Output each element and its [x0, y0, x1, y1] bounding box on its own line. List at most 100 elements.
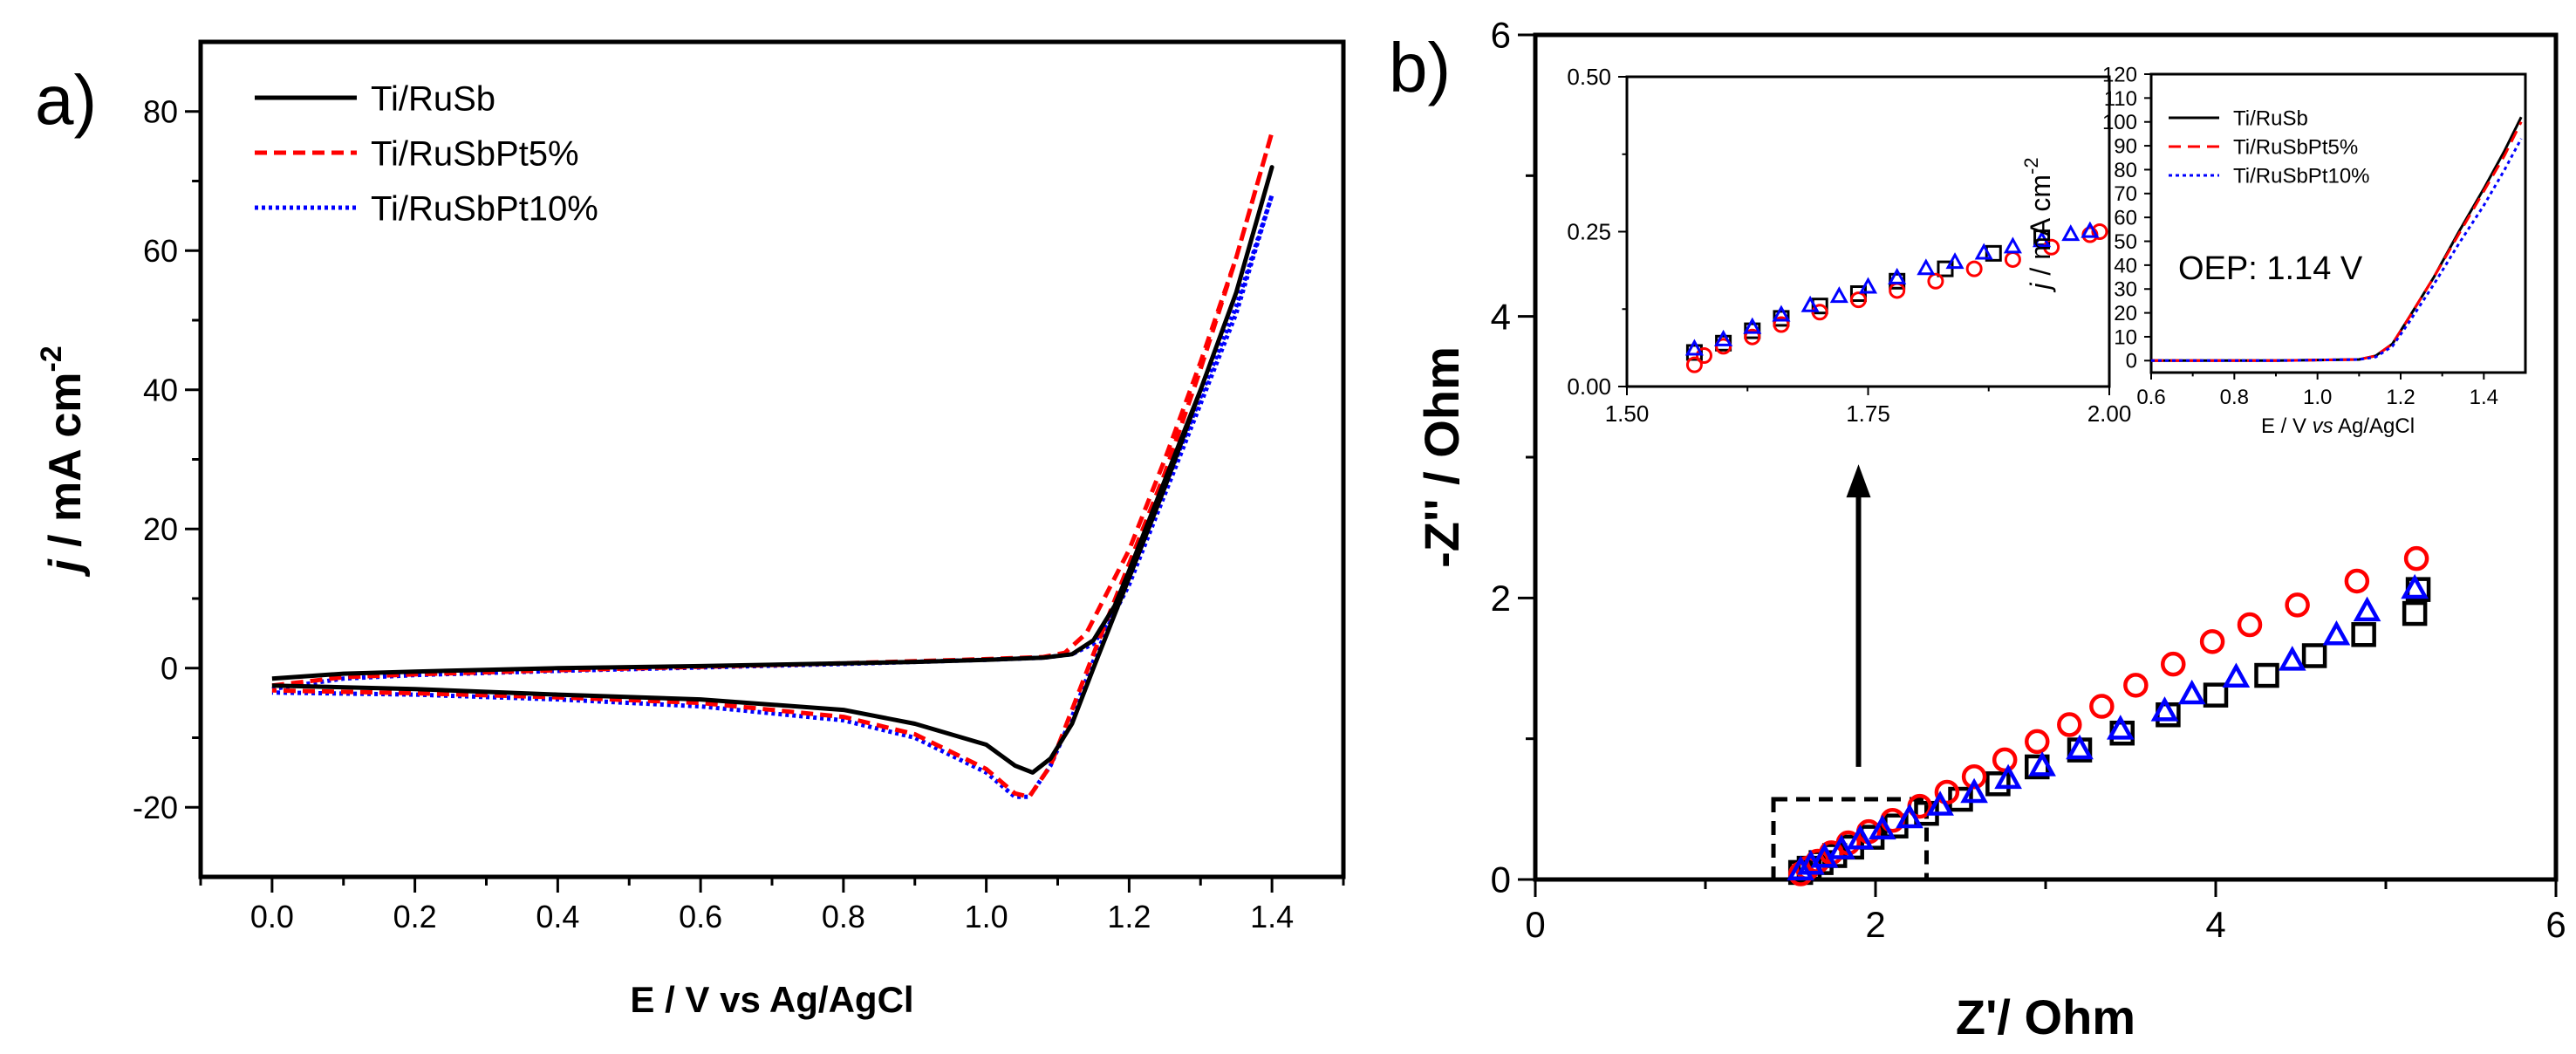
inset-lsv-legend-label: Ti/RuSbPt10% — [2233, 165, 2370, 188]
inset-lsv-y-axis-label: j / mA cm-2 — [2020, 157, 2056, 292]
panel-a-legend: Ti/RuSb Ti/RuSbPt5% Ti/RuSbPt10% — [255, 79, 598, 228]
nyquist-point-square — [1985, 771, 2011, 797]
y-tick-label: 40 — [143, 372, 178, 407]
inset-point-circle — [1849, 291, 1867, 309]
y-tick-label: 60 — [2114, 207, 2137, 230]
nyquist-point-triangle — [2177, 679, 2206, 705]
nyquist-point-triangle — [2322, 620, 2351, 646]
inset-point-triangle — [1684, 339, 1704, 356]
y-tick-label: 0 — [2126, 350, 2137, 373]
x-tick-label: 0.2 — [393, 899, 437, 934]
nyquist-point-triangle — [2278, 646, 2306, 671]
nyquist-point-circle — [2161, 651, 2186, 677]
inset-point-triangle — [1800, 295, 1820, 312]
inset-point-triangle — [1829, 286, 1848, 304]
inset-point-circle — [1773, 316, 1790, 333]
x-tick-label: 0 — [1525, 904, 1545, 945]
y-tick-label: 0 — [161, 650, 178, 686]
y-tick-label: 0.50 — [1567, 64, 1611, 90]
inset-point-triangle — [2061, 224, 2081, 242]
inset-point-circle — [2091, 223, 2108, 240]
x-tick-label: 0.6 — [679, 899, 722, 934]
nyquist-point-circle — [1961, 763, 1987, 790]
inset-lsv-x-ticks: 0.6 0.8 1.0 1.2 1.4 — [2136, 373, 2498, 409]
y-tick-label: 20 — [143, 511, 178, 547]
nyquist-point-square — [2203, 682, 2229, 708]
x-tick-label: 0.6 — [2136, 386, 2165, 409]
panel-b: b) 0 2 4 6 0 2 4 6 Z'/ Ohm -Z'' / Ohm 1.50 1.75… — [1389, 15, 2566, 1044]
x-tick-label: 1.0 — [2303, 386, 2332, 409]
y-tick-label: 20 — [2114, 302, 2137, 325]
inset-zoom-frame — [1625, 75, 2111, 388]
nyquist-point-triangle — [1868, 814, 1896, 840]
x-tick-label: 1.2 — [1107, 899, 1151, 934]
nyquist-point-triangle — [1828, 834, 1855, 859]
inset-point-triangle — [1945, 252, 1964, 270]
nyquist-point-circle — [2344, 568, 2370, 594]
x-tick-label: 0.0 — [250, 899, 294, 934]
lsv-curve — [2151, 138, 2523, 362]
inset-lsv-x-axis-label-vs: vs — [2313, 414, 2333, 438]
inset-lsv-legend: Ti/RuSb Ti/RuSbPt5% Ti/RuSbPt10% — [2169, 107, 2370, 188]
inset-lsv-legend-label: Ti/RuSb — [2233, 107, 2308, 131]
panel-b-x-ticks: 0 2 4 6 — [1525, 879, 2566, 945]
y-tick-label: 70 — [2114, 182, 2137, 206]
inset-point-square — [1985, 244, 2002, 262]
inset-zoom: 1.50 1.75 2.00 0.00 0.25 0.50 — [1567, 64, 2131, 427]
panel-b-label: b) — [1389, 29, 1451, 106]
y-tick-label: 4 — [1491, 296, 1511, 337]
nyquist-point-triangle — [2222, 662, 2251, 688]
nyquist-point-circle — [2199, 629, 2225, 654]
nyquist-point-triangle — [1787, 855, 1815, 880]
inset-lsv-x-axis-label-ref: Ag/AgCl — [2333, 414, 2415, 438]
y-tick-label: 0.00 — [1567, 373, 1611, 400]
nyquist-point-triangle — [2106, 715, 2135, 740]
y-tick-label: 30 — [2114, 278, 2137, 302]
nyquist-point-circle — [2123, 673, 2149, 698]
panel-a: a) 0.0 0.2 0.4 0.6 0.8 1.0 1.2 1.4 -20 0 20 40 60 80… — [35, 39, 1346, 1020]
y-tick-label: 2 — [1491, 578, 1511, 619]
panel-b-y-ticks: 0 2 4 6 — [1491, 15, 1535, 900]
panel-b-x-axis-label: Z'/ Ohm — [1956, 989, 2135, 1044]
x-tick-label: 1.4 — [2470, 386, 2498, 409]
lsv-curve — [2151, 121, 2523, 362]
inset-point-circle — [1744, 328, 1761, 346]
y-tick-label: 60 — [143, 233, 178, 269]
y-tick-label: 110 — [2104, 87, 2137, 111]
nyquist-point-square — [2402, 600, 2428, 626]
y-tick-label: 100 — [2102, 111, 2137, 134]
panel-a-y-axis-label: j / mA cm-2 — [35, 346, 91, 578]
nyquist-point-circle — [1934, 779, 1960, 805]
inset-lsv-x-axis-label-e: E / V — [2261, 414, 2313, 438]
panel-a-y-axis-label-units: / mA cm — [40, 372, 91, 559]
panel-a-curves — [271, 130, 1274, 799]
inset-point-triangle — [1743, 317, 1762, 334]
x-tick-label: 0.8 — [2220, 386, 2249, 409]
x-tick-label: 6 — [2545, 904, 2566, 945]
y-tick-label: 10 — [2114, 325, 2137, 349]
nyquist-point-triangle — [1960, 777, 1988, 804]
panel-a-y-axis-label-exp: -2 — [35, 346, 68, 372]
inset-lsv-x-axis-label: E / V vs Ag/AgCl — [2261, 414, 2415, 438]
y-tick-label: -20 — [133, 790, 178, 825]
nyquist-point-square — [2254, 662, 2279, 688]
nyquist-point-square — [2351, 622, 2376, 647]
panel-b-points — [1787, 545, 2431, 886]
x-tick-label: 1.0 — [965, 899, 1008, 934]
nyquist-point-circle — [1992, 747, 2018, 773]
y-tick-label: 50 — [2114, 230, 2137, 254]
panel-a-legend-label: Ti/RuSbPt5% — [371, 134, 579, 173]
inset-zoom-points — [1684, 221, 2108, 373]
x-tick-label: 0.8 — [822, 899, 865, 934]
inset-point-triangle — [2033, 230, 2052, 248]
nyquist-point-circle — [2237, 612, 2263, 638]
x-tick-label: 2 — [1865, 904, 1885, 945]
inset-zoom-y-ticks: 0.00 0.25 0.50 — [1567, 64, 1627, 400]
y-tick-label: 120 — [2102, 63, 2137, 86]
inset-point-square — [1811, 298, 1828, 315]
cv-curve-tirusb — [271, 165, 1274, 775]
inset-lsv-legend-label: Ti/RuSbPt5% — [2233, 136, 2358, 160]
nyquist-point-triangle — [1896, 803, 1923, 829]
panel-b-y-axis-label: -Z'' / Ohm — [1414, 346, 1469, 568]
